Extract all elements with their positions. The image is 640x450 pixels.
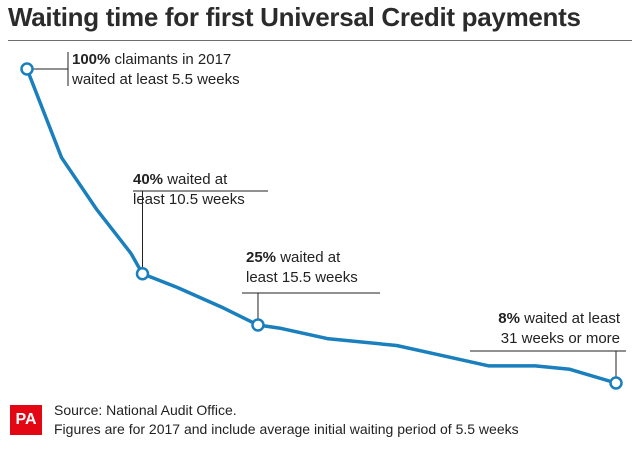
annotation-label: 8% waited at least [498, 310, 621, 327]
chart-title: Waiting time for first Universal Credit … [8, 2, 581, 32]
annotation-label: waited at least 5.5 weeks [71, 71, 240, 88]
annotation-text: waited at least [520, 310, 621, 327]
annotation-text: waited at [276, 249, 341, 266]
footnote-text: Figures are for 2017 and include average… [54, 421, 519, 437]
annotation-value: 40% [133, 171, 163, 188]
data-point-marker [135, 267, 150, 281]
title-divider [8, 40, 632, 41]
series-line [25, 67, 618, 385]
annotation-label: 31 weeks or more [501, 330, 620, 347]
annotation-label: 25% waited at [246, 249, 341, 266]
annotation-value: 100% [72, 51, 110, 68]
data-point-marker [20, 62, 34, 76]
series-layer [25, 67, 618, 385]
annotation-text: waited at [163, 171, 228, 188]
annotation-label: least 10.5 weeks [133, 191, 245, 208]
annotation-value: 8% [498, 310, 520, 327]
source-text: Source: National Audit Office. [54, 402, 237, 418]
data-point-marker [609, 376, 623, 390]
annotation-label: 100% claimants in 2017 [72, 51, 231, 68]
marker-layer [20, 62, 623, 390]
pa-logo: PA [10, 405, 42, 435]
annotation-label: least 15.5 weeks [246, 269, 358, 286]
annotation-text: claimants in 2017 [110, 51, 231, 68]
data-point-marker [251, 318, 265, 332]
annotation-layer: 100% claimants in 2017 waited at least 5.… [33, 51, 626, 377]
annotation-label: 40% waited at [133, 171, 228, 188]
annotation-value: 25% [246, 249, 276, 266]
